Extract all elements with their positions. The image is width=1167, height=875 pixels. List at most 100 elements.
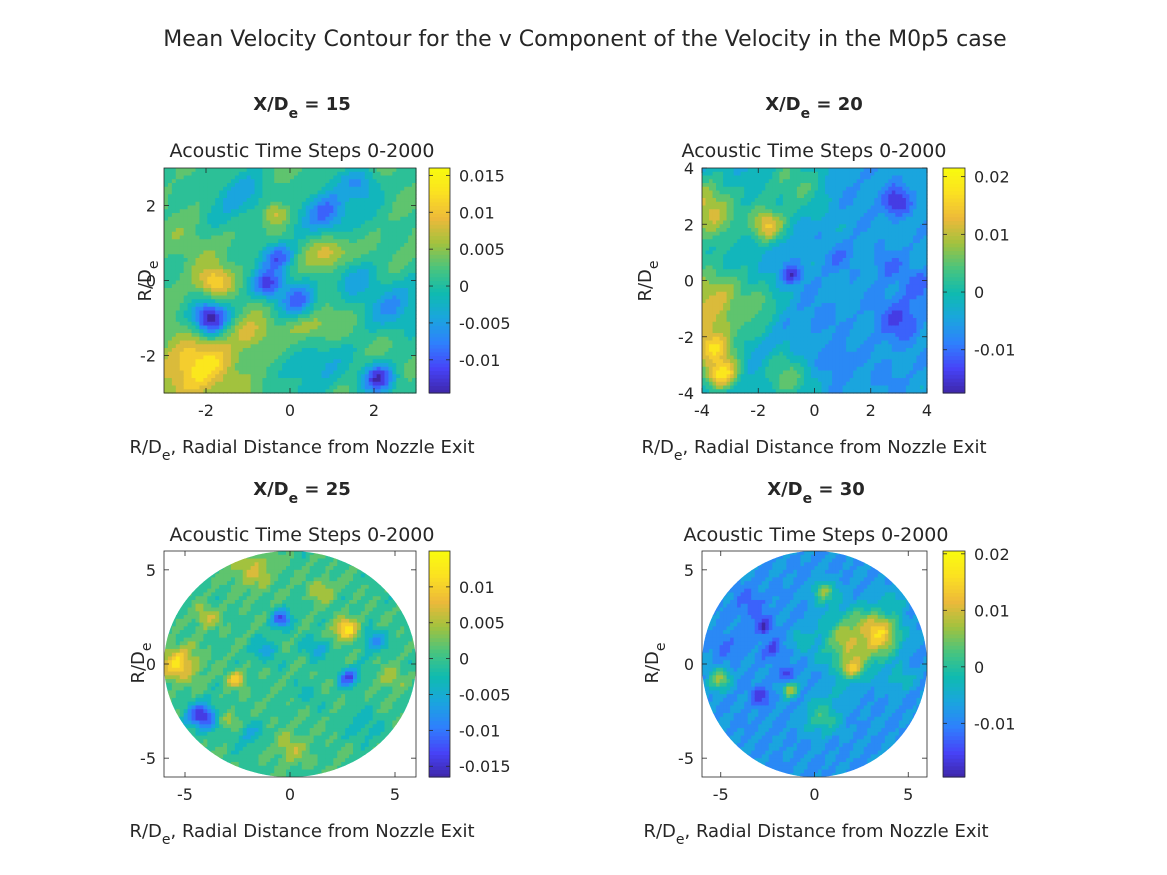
contour-cell — [179, 351, 185, 357]
contour-cell — [396, 378, 401, 383]
contour-cell — [250, 359, 256, 364]
contour-cell — [396, 363, 401, 368]
contour-cell — [278, 201, 283, 207]
contour-cell — [167, 336, 173, 342]
contour-cell — [404, 374, 409, 379]
contour-cell — [751, 258, 756, 263]
contour-cell — [744, 336, 749, 342]
contour-cell — [223, 291, 228, 297]
contour-cell — [396, 261, 401, 267]
contour-cell — [345, 243, 350, 248]
contour-cell — [282, 321, 287, 327]
contour-cell — [274, 329, 279, 334]
contour-cell — [751, 216, 756, 222]
contour-cell — [282, 355, 287, 360]
contour-cell — [353, 205, 358, 210]
contour-cell — [364, 340, 370, 345]
contour-cell — [723, 239, 728, 244]
contour-cell — [246, 171, 252, 177]
contour-cell — [396, 314, 401, 319]
contour-cell — [191, 261, 197, 267]
contour-cell — [712, 359, 717, 364]
contour-cell — [384, 235, 390, 240]
contour-cell — [305, 220, 311, 225]
contour-cell — [726, 186, 731, 192]
contour-cell — [341, 366, 346, 372]
contour-cell — [412, 336, 417, 342]
contour-cell — [187, 228, 193, 233]
contour-cell — [297, 284, 303, 289]
contour-cell — [278, 258, 283, 263]
contour-cell — [195, 310, 201, 315]
contour-cell — [360, 183, 366, 188]
contour-cell — [254, 261, 260, 267]
contour-cell — [219, 209, 224, 214]
colorbar-band — [429, 209, 450, 214]
contour-cell — [203, 336, 208, 342]
contour-cell — [384, 186, 390, 192]
contour-cell — [305, 224, 311, 229]
contour-cell — [223, 246, 228, 252]
contour-cell — [709, 284, 714, 289]
contour-cell — [376, 254, 382, 259]
contour-cell — [404, 246, 409, 252]
contour-cell — [751, 321, 756, 327]
contour-cell — [278, 168, 283, 173]
contour-cell — [305, 310, 311, 315]
contour-cell — [227, 355, 232, 360]
contour-cell — [356, 299, 362, 304]
contour-cell — [164, 340, 169, 345]
contour-cell — [392, 329, 397, 334]
contour-cell — [250, 171, 256, 177]
contour-cell — [282, 269, 287, 274]
contour-cell — [726, 194, 731, 199]
contour-cell — [404, 228, 409, 233]
contour-cell — [223, 250, 228, 255]
contour-cell — [219, 329, 224, 334]
contour-cell — [376, 295, 382, 300]
contour-cell — [175, 190, 181, 195]
contour-cell — [337, 273, 342, 278]
contour-cell — [286, 295, 291, 300]
contour-cell — [207, 325, 212, 330]
contour-cell — [274, 265, 279, 270]
contour-cell — [744, 246, 749, 252]
contour-cell — [175, 239, 181, 244]
contour-cell — [199, 378, 204, 383]
contour-cell — [274, 381, 279, 387]
contour-cell — [360, 228, 366, 233]
contour-cell — [242, 351, 248, 357]
contour-cell — [211, 198, 216, 203]
contour-cell — [230, 276, 236, 282]
contour-cell — [309, 366, 315, 372]
contour-cell — [384, 363, 390, 368]
contour-cell — [380, 269, 386, 274]
contour-cell — [412, 250, 417, 255]
contour-cell — [313, 321, 319, 327]
contour-cell — [716, 348, 721, 353]
contour-cell — [726, 179, 731, 184]
contour-cell — [364, 370, 370, 375]
contour-cell — [317, 205, 323, 210]
contour-cell — [278, 359, 283, 364]
colorbar-band — [429, 246, 450, 252]
contour-cell — [705, 303, 710, 308]
contour-cell — [716, 306, 721, 312]
contour-cell — [234, 348, 240, 353]
contour-cell — [282, 288, 287, 293]
contour-cell — [380, 295, 386, 300]
contour-cell — [179, 303, 185, 308]
contour-cell — [412, 198, 417, 203]
contour-cell — [199, 370, 204, 375]
contour-cell — [167, 179, 173, 184]
contour-cell — [238, 363, 244, 368]
contour-cell — [297, 194, 303, 199]
contour-cell — [230, 205, 236, 210]
contour-cell — [297, 306, 303, 312]
contour-cell — [234, 250, 240, 255]
contour-cell — [250, 175, 256, 180]
contour-cell — [183, 306, 189, 312]
contour-cell — [329, 250, 334, 255]
contour-cell — [227, 213, 232, 218]
contour-cell — [758, 201, 763, 207]
